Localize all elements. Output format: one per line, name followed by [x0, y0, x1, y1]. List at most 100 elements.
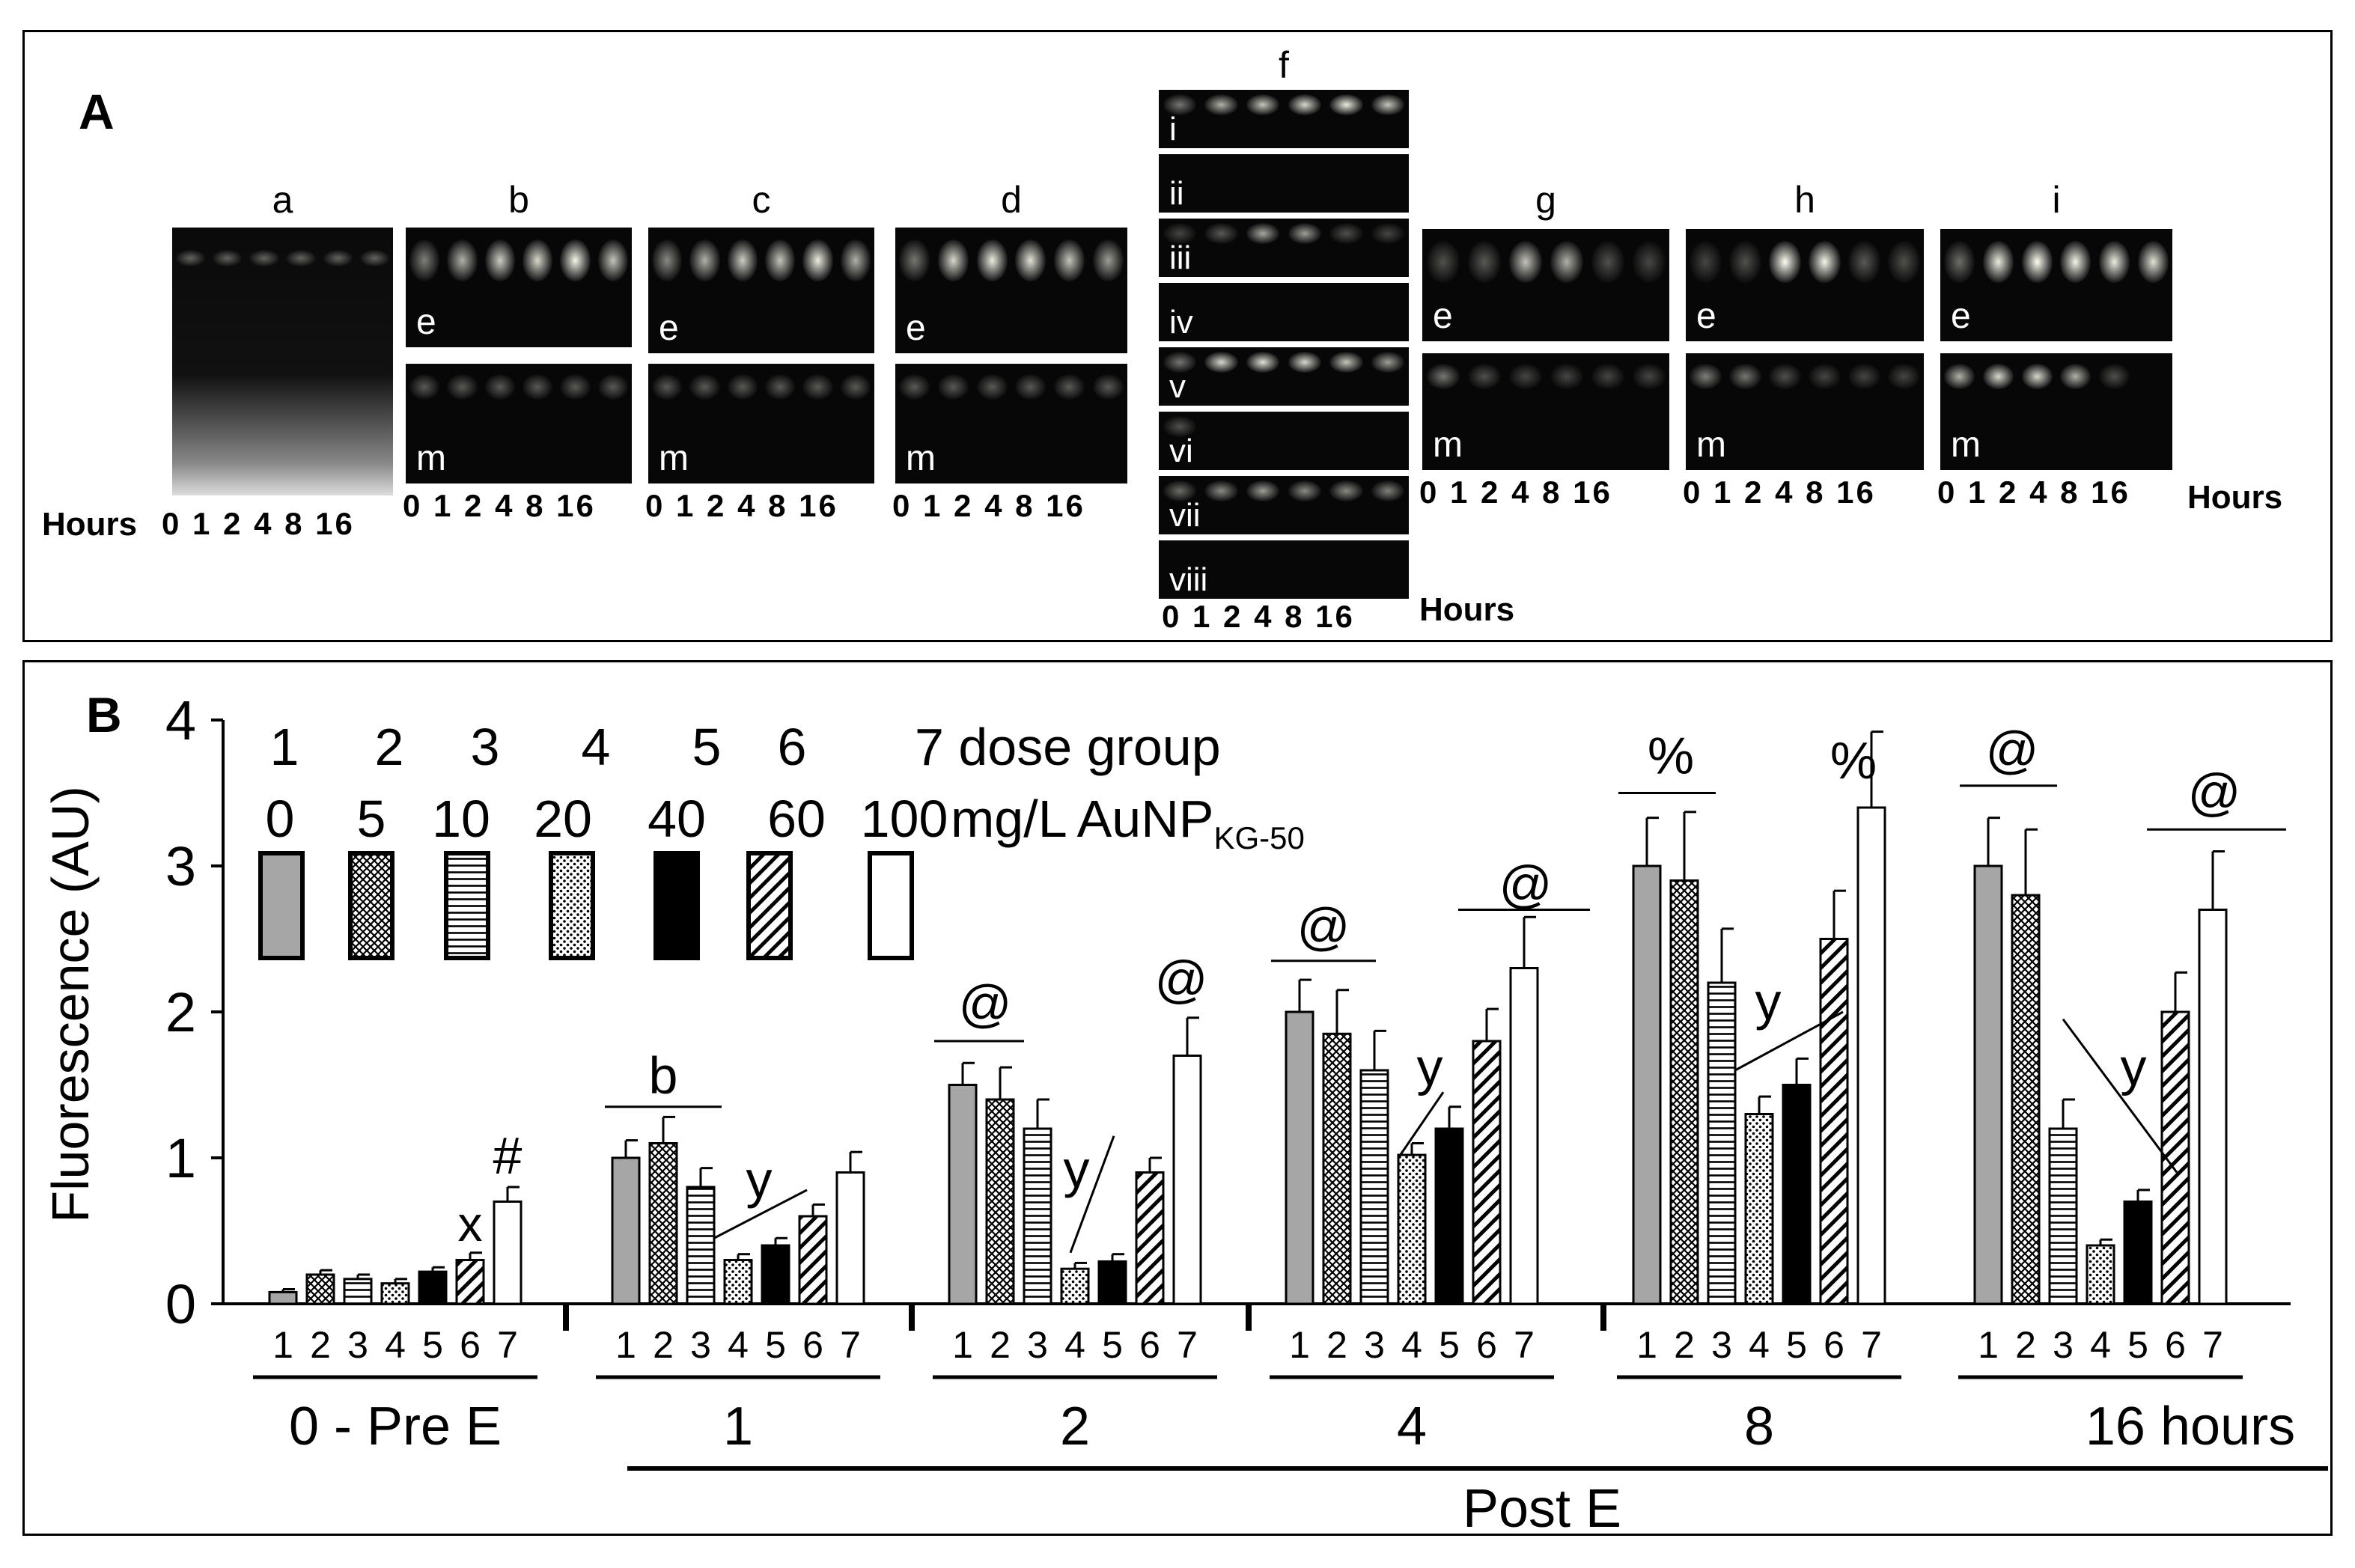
hours-label: Hours — [2187, 479, 2283, 516]
gel-band — [1550, 364, 1583, 389]
bar — [2048, 1127, 2078, 1305]
gel-row-label: e — [1696, 296, 1716, 336]
gel-column-letter: c — [752, 179, 771, 221]
gel-image-bottom: m — [1686, 353, 1924, 470]
legend-dose: 20 — [534, 790, 592, 848]
annotation-label: % — [1648, 727, 1694, 785]
gel-image — [172, 228, 393, 495]
legend-group-number: 4 — [582, 718, 611, 776]
gel-band — [523, 240, 553, 281]
annotation-label: @ — [1297, 897, 1350, 956]
gel-band — [1690, 241, 1722, 283]
bar — [1135, 1171, 1165, 1305]
gel-image-top: e — [406, 228, 632, 347]
gel-band — [323, 250, 353, 266]
legend-dose: 5 — [357, 790, 386, 848]
x-group-tick-label: 7 — [1861, 1324, 1882, 1366]
gel-image-bottom: m — [1940, 353, 2172, 470]
gel-band — [689, 374, 720, 400]
bar — [1060, 1267, 1090, 1305]
gel-band — [560, 240, 591, 281]
gel-band — [1288, 352, 1322, 373]
gel-band — [1329, 481, 1363, 501]
gel-row-label: i — [1169, 111, 1177, 147]
lane-labels: 0 1 2 4 8 16 — [1937, 475, 2130, 510]
x-group-tick-label: 5 — [1102, 1324, 1123, 1366]
annotation-line — [713, 1189, 808, 1239]
legend-dose: 100 — [861, 790, 948, 848]
panel-a-gels: A — [22, 30, 2333, 642]
annotation-line — [1069, 1135, 1115, 1254]
gel-band — [175, 250, 206, 266]
x-group-tick-label: 1 — [1636, 1324, 1657, 1366]
x-group-tick-label: 5 — [765, 1324, 786, 1366]
annotation-label: y — [1755, 972, 1782, 1031]
gel-row-label: v — [1169, 368, 1186, 405]
annotation-label: y — [2121, 1038, 2147, 1096]
gel-band — [213, 250, 243, 266]
legend-dose: 10 — [432, 790, 490, 848]
legend-group-number: 7 dose group — [915, 718, 1221, 776]
gel-band — [976, 240, 1008, 281]
x-group-tick-label: 4 — [1749, 1324, 1770, 1366]
gel-band — [1163, 94, 1197, 115]
gel-band — [899, 240, 930, 281]
legend-group-number: 6 — [778, 718, 807, 776]
legend-dose: 60 — [767, 790, 826, 848]
gel-band — [1426, 364, 1460, 389]
lane-labels: 0 1 2 4 8 16 — [403, 488, 596, 523]
bar — [1782, 1084, 1812, 1305]
gel-band — [409, 240, 440, 281]
legend-dose: 40 — [648, 790, 706, 848]
gel-band — [1092, 374, 1124, 400]
gel-band — [1944, 364, 1975, 389]
gel-row-label: viii — [1169, 561, 1208, 598]
bar — [1669, 879, 1699, 1305]
annotation-line — [2062, 1018, 2178, 1174]
gel-image-bottom: m — [648, 364, 874, 483]
gel-column-letter: h — [1794, 179, 1815, 221]
gel-band — [1729, 364, 1761, 389]
gel-row-label: e — [1951, 296, 1971, 336]
bar — [2011, 894, 2041, 1305]
gel-band — [2137, 241, 2169, 283]
bar — [2198, 909, 2228, 1305]
gel-band — [1246, 352, 1280, 373]
x-group-tick-label: 1 — [1289, 1324, 1310, 1366]
lane-labels: 0 1 2 4 8 16 — [1419, 475, 1612, 510]
gel-row-label: e — [659, 308, 679, 348]
x-group-tick-label: 5 — [1439, 1324, 1460, 1366]
gel-band — [1204, 352, 1238, 373]
bar — [380, 1282, 410, 1305]
bar — [1023, 1127, 1052, 1305]
x-group-tick-label: 1 — [952, 1324, 973, 1366]
bar — [1632, 864, 1662, 1305]
x-group-tick-label: 3 — [2053, 1324, 2074, 1366]
group-separator — [1600, 1305, 1606, 1331]
bar — [493, 1201, 523, 1305]
gel-band — [1982, 364, 2014, 389]
gel-image-top: e — [1422, 229, 1669, 341]
gel-band — [1246, 94, 1280, 115]
bar — [1973, 864, 2003, 1305]
bar — [1172, 1055, 1202, 1305]
annotation-label: @ — [958, 974, 1011, 1033]
bar — [343, 1278, 373, 1305]
x-group-tick-label: 3 — [1027, 1324, 1048, 1366]
x-group-tick-label: 5 — [422, 1324, 443, 1366]
y-tick-label: 1 — [165, 1127, 196, 1189]
gel-band — [937, 240, 969, 281]
gel-band — [1809, 241, 1841, 283]
lane-labels: 0 1 2 4 8 16 — [645, 488, 838, 523]
gel-band — [1163, 481, 1197, 501]
gel-band — [1426, 241, 1460, 283]
gel-band — [1288, 223, 1322, 244]
x-group-tick-label: 7 — [840, 1324, 861, 1366]
annotation-label: b — [649, 1046, 678, 1105]
bar — [1359, 1069, 1389, 1305]
gel-band — [484, 374, 515, 400]
gel-band — [1015, 240, 1047, 281]
bar — [1472, 1040, 1502, 1305]
x-group-tick-label: 7 — [497, 1324, 518, 1366]
